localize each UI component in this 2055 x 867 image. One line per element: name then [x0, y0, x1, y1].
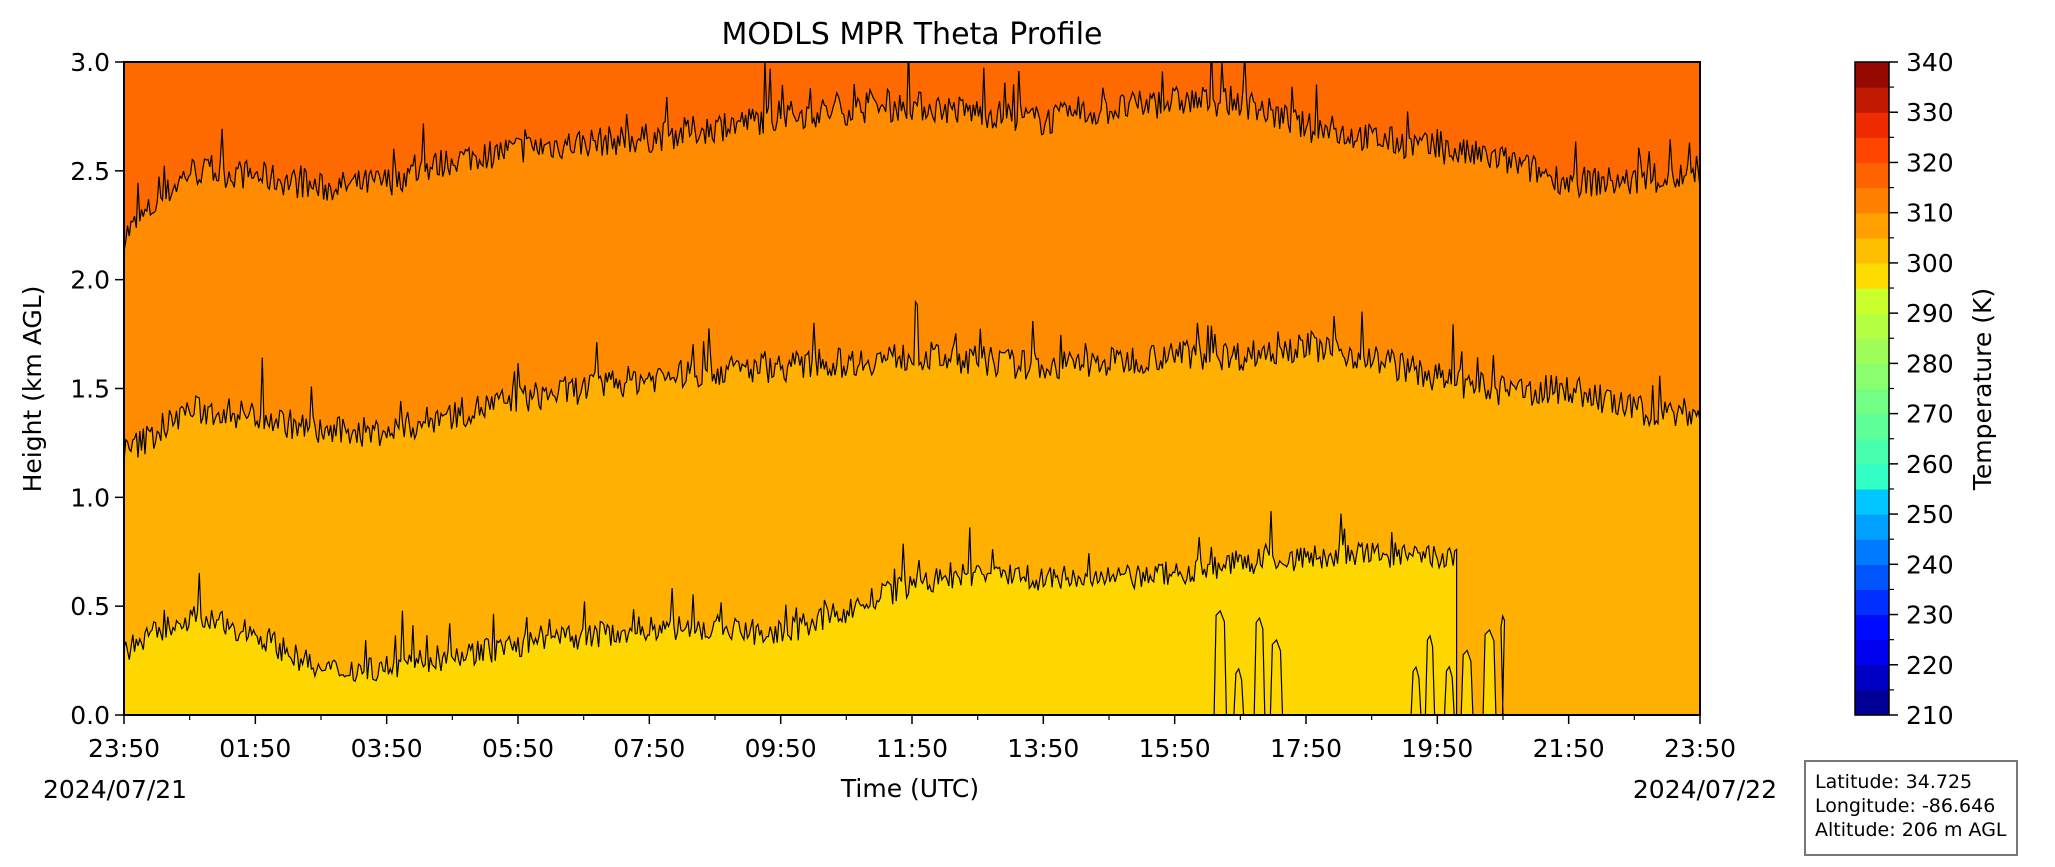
colorbar-segment — [1855, 539, 1889, 565]
warm-pocket — [1214, 610, 1227, 715]
colorbar-tick-label: 220 — [1906, 651, 1954, 680]
colorbar-segment — [1855, 639, 1889, 666]
x-tick-label: 07:50 — [613, 734, 685, 763]
warm-pocket — [1483, 630, 1496, 715]
colorbar-segment — [1855, 488, 1889, 515]
colorbar — [1855, 62, 1889, 716]
colorbar-segment — [1855, 614, 1889, 641]
x-axis: 23:50 01:50 03:50 05:50 07:50 09:50 11:50 13:50… — [88, 715, 1736, 763]
station-info-box: Latitude: 34.725 Longitude: -86.646 Alti… — [1804, 760, 2018, 856]
colorbar-segment — [1855, 212, 1889, 239]
colorbar-tick-label: 270 — [1906, 400, 1954, 429]
warm-pocket-contour — [1482, 628, 1497, 715]
longitude-text: Longitude: -86.646 — [1815, 795, 1996, 817]
y-axis-label: Height (km AGL) — [18, 286, 47, 493]
colorbar-tick-label: 210 — [1906, 701, 1954, 730]
colorbar-segment — [1855, 162, 1889, 189]
x-tick-label: 21:50 — [1533, 734, 1605, 763]
colorbar-tick-label: 280 — [1906, 349, 1954, 378]
colorbar-tick-label: 250 — [1906, 500, 1954, 529]
x-tick-label: 19:50 — [1401, 734, 1473, 763]
colorbar-tick-label: 320 — [1906, 148, 1954, 177]
x-tick-label: 11:50 — [876, 734, 948, 763]
warm-pocket — [1270, 640, 1283, 715]
y-tick-label: 2.5 — [70, 157, 110, 186]
y-tick-label: 0.0 — [70, 701, 110, 730]
colorbar-tick-label: 290 — [1906, 299, 1954, 328]
warm-pocket — [1461, 650, 1473, 715]
colorbar-segment — [1855, 664, 1889, 691]
colorbar-segment — [1855, 87, 1889, 113]
colorbar-tick-label: 300 — [1906, 249, 1954, 278]
colorbar-segment — [1855, 438, 1889, 465]
colorbar-segment — [1855, 313, 1889, 339]
warm-pocket-contour — [1410, 665, 1422, 715]
y-axis: 0.0 0.5 1.0 1.5 2.0 2.5 3.0 — [70, 48, 124, 730]
x-tick-label: 15:50 — [1139, 734, 1211, 763]
colorbar-segment — [1855, 514, 1889, 540]
colorbar-tick-label: 310 — [1906, 199, 1954, 228]
colorbar-segment — [1855, 262, 1889, 289]
y-tick-label: 0.5 — [70, 592, 110, 621]
colorbar-segment — [1855, 388, 1889, 415]
x-date-start: 2024/07/21 — [43, 775, 187, 804]
latitude-text: Latitude: 34.725 — [1815, 771, 1973, 793]
colorbar-tick-label: 230 — [1906, 601, 1954, 630]
y-tick-label: 1.0 — [70, 483, 110, 512]
x-date-end: 2024/07/22 — [1633, 775, 1777, 804]
colorbar-segment — [1855, 463, 1889, 490]
colorbar-segment — [1855, 237, 1889, 264]
warm-pocket-contours — [1213, 609, 1506, 715]
colorbar-segment — [1855, 187, 1889, 214]
band-below-300K — [124, 511, 1457, 715]
x-tick-label: 05:50 — [482, 734, 554, 763]
x-tick-label: 01:50 — [219, 734, 291, 763]
colorbar-segment — [1855, 564, 1889, 591]
warm-pocket — [1254, 618, 1265, 715]
colorbar-tick-label: 260 — [1906, 450, 1954, 479]
altitude-text: Altitude: 206 m AGL — [1815, 819, 2007, 841]
colorbar-segment — [1855, 338, 1889, 364]
y-tick-label: 3.0 — [70, 48, 110, 77]
x-axis-label: Time (UTC) — [840, 774, 979, 803]
colorbar-segment — [1855, 112, 1889, 138]
warm-pocket-contour — [1233, 667, 1245, 715]
x-tick-label: 03:50 — [351, 734, 423, 763]
warm-pocket-contour — [1500, 613, 1506, 715]
warm-pocket-contour — [1424, 634, 1436, 715]
colorbar-tick-label: 330 — [1906, 98, 1954, 127]
plot-area — [124, 62, 1700, 715]
x-tick-label: 17:50 — [1270, 734, 1342, 763]
warm-pocket-contour — [1213, 609, 1227, 715]
colorbar-segment — [1855, 288, 1889, 314]
x-tick-label: 13:50 — [1007, 734, 1079, 763]
warm-pocket-contour — [1460, 649, 1474, 715]
chart-title: MODLS MPR Theta Profile — [721, 17, 1102, 52]
contour-lower — [124, 510, 1458, 715]
colorbar-segment — [1855, 363, 1889, 390]
y-tick-label: 1.5 — [70, 375, 110, 404]
warm-pocket-contour — [1443, 665, 1455, 715]
x-tick-label: 23:50 — [1664, 734, 1736, 763]
colorbar-tick-label: 340 — [1906, 48, 1954, 77]
x-tick-label: 23:50 — [88, 734, 160, 763]
colorbar-ticks: 210 220 230 240 250 260 270 280 290 300 310 320 330 3… — [1889, 48, 1954, 730]
contour-upper — [124, 62, 1700, 252]
colorbar-label: Temperature (K) — [1968, 288, 1997, 491]
colorbar-segment — [1855, 62, 1889, 88]
colorbar-segment — [1855, 413, 1889, 440]
colorbar-segment — [1855, 689, 1889, 716]
warm-pocket-contour — [1269, 638, 1284, 715]
y-tick-label: 2.0 — [70, 266, 110, 295]
x-tick-label: 09:50 — [745, 734, 817, 763]
colorbar-segment — [1855, 589, 1889, 616]
warm-pocket-contour — [1253, 616, 1266, 715]
colorbar-tick-label: 240 — [1906, 550, 1954, 579]
contour-middle — [124, 299, 1700, 462]
colorbar-segment — [1855, 137, 1889, 164]
